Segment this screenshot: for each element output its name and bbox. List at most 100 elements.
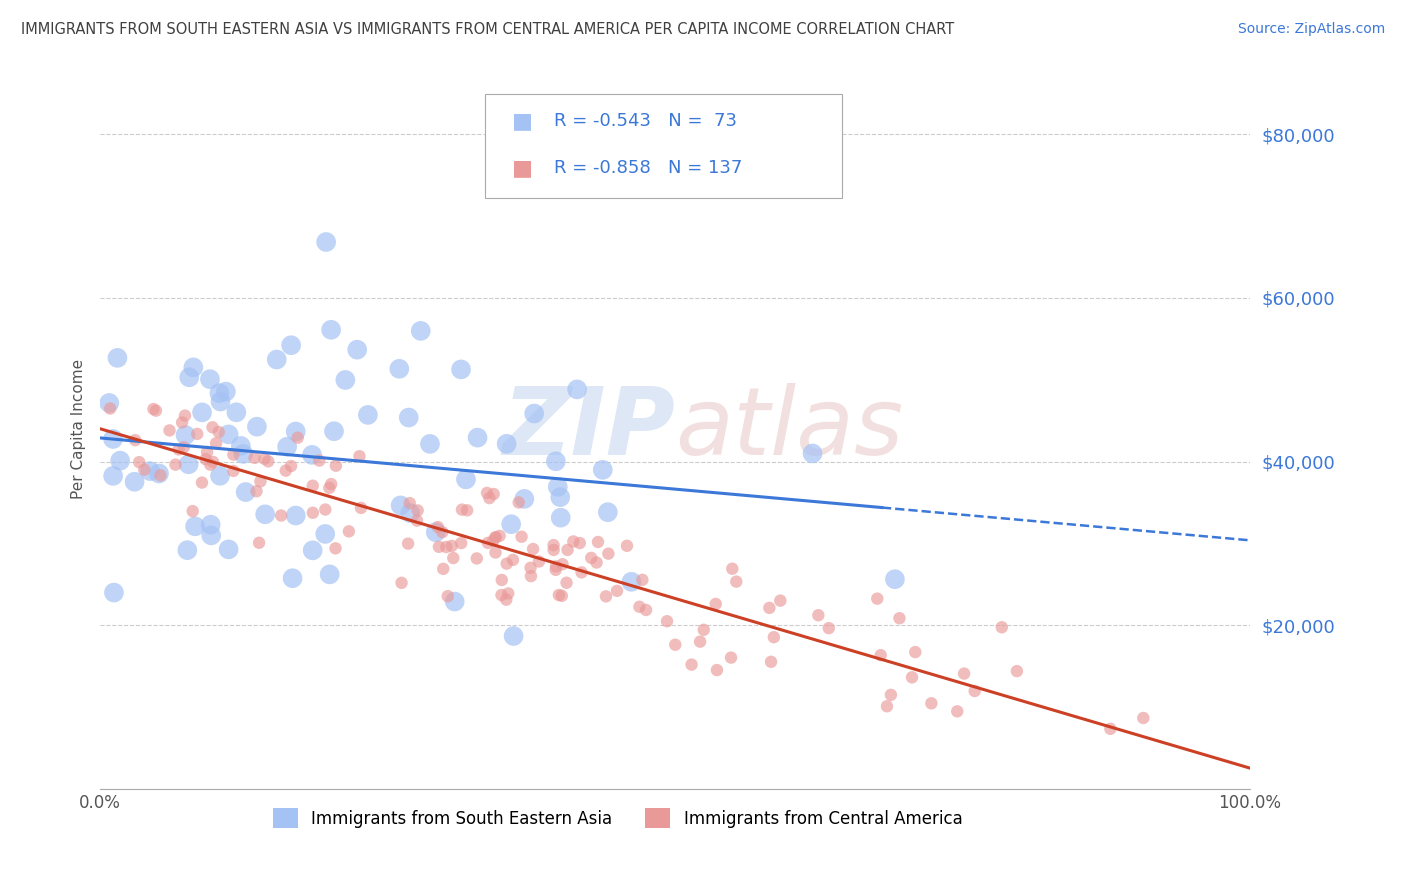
Point bbox=[195, 445, 218, 459]
Point bbox=[284, 508, 307, 523]
Point bbox=[1005, 664, 1028, 678]
Text: Source: ZipAtlas.com: Source: ZipAtlas.com bbox=[1237, 22, 1385, 37]
Point bbox=[274, 464, 297, 478]
Point bbox=[276, 440, 298, 454]
Point bbox=[598, 547, 620, 561]
Point bbox=[425, 525, 447, 540]
Point bbox=[502, 629, 524, 643]
Point bbox=[721, 562, 744, 576]
Text: R = -0.858   N = 137: R = -0.858 N = 137 bbox=[554, 159, 742, 177]
Point bbox=[884, 572, 907, 586]
Point bbox=[419, 437, 441, 451]
Point bbox=[551, 589, 574, 603]
Point bbox=[200, 458, 222, 472]
Point bbox=[101, 432, 124, 446]
Point bbox=[98, 396, 121, 410]
Point bbox=[319, 323, 342, 337]
Point bbox=[440, 539, 463, 553]
Point bbox=[801, 446, 824, 460]
Point bbox=[174, 409, 197, 423]
Point bbox=[1099, 722, 1122, 736]
Point bbox=[308, 453, 330, 467]
Point bbox=[510, 530, 533, 544]
Point bbox=[513, 491, 536, 506]
Point bbox=[655, 614, 678, 628]
Point bbox=[388, 361, 411, 376]
Point bbox=[681, 657, 703, 672]
Point bbox=[246, 419, 269, 434]
Point bbox=[1132, 711, 1154, 725]
Point bbox=[758, 600, 780, 615]
Point bbox=[478, 491, 501, 505]
Point bbox=[325, 458, 347, 473]
Point bbox=[946, 704, 969, 718]
Point bbox=[200, 517, 222, 532]
Point bbox=[869, 648, 891, 662]
Point bbox=[592, 463, 614, 477]
Point bbox=[396, 536, 419, 550]
Point bbox=[172, 416, 194, 430]
Point bbox=[456, 503, 478, 517]
Point bbox=[235, 485, 257, 500]
Point bbox=[406, 503, 429, 517]
Point bbox=[101, 469, 124, 483]
Point bbox=[963, 684, 986, 698]
Point bbox=[508, 495, 530, 509]
Point bbox=[315, 235, 337, 249]
Point bbox=[579, 550, 602, 565]
Point bbox=[176, 543, 198, 558]
Point bbox=[451, 502, 474, 516]
Point bbox=[441, 551, 464, 566]
Point bbox=[817, 621, 839, 635]
Point bbox=[301, 543, 323, 558]
Point bbox=[201, 420, 224, 434]
Point bbox=[225, 405, 247, 419]
Point bbox=[232, 447, 254, 461]
Point bbox=[547, 480, 569, 494]
Point bbox=[432, 562, 454, 576]
Point bbox=[543, 543, 565, 558]
Point bbox=[426, 520, 449, 534]
Point bbox=[186, 426, 208, 441]
Point bbox=[495, 557, 517, 571]
Point bbox=[880, 688, 903, 702]
Point bbox=[266, 352, 288, 367]
Point bbox=[134, 463, 156, 477]
Point bbox=[904, 645, 927, 659]
Point bbox=[720, 650, 742, 665]
Point bbox=[484, 531, 506, 545]
Point bbox=[245, 484, 267, 499]
Point bbox=[477, 536, 499, 550]
Point bbox=[454, 472, 477, 486]
Point bbox=[321, 477, 343, 491]
Point bbox=[205, 436, 228, 450]
Point bbox=[398, 410, 420, 425]
Point bbox=[249, 475, 271, 489]
Point bbox=[243, 450, 266, 465]
Point bbox=[502, 553, 524, 567]
Point bbox=[145, 403, 167, 417]
Point bbox=[585, 556, 607, 570]
Text: ■: ■ bbox=[512, 112, 533, 131]
Point bbox=[689, 634, 711, 648]
Point bbox=[139, 464, 162, 478]
Point bbox=[165, 458, 187, 472]
Point bbox=[314, 502, 336, 516]
Point bbox=[107, 351, 129, 365]
Point bbox=[450, 362, 472, 376]
Point bbox=[616, 539, 638, 553]
Point bbox=[595, 590, 617, 604]
Point bbox=[208, 468, 231, 483]
Point bbox=[664, 638, 686, 652]
Point bbox=[159, 424, 181, 438]
Point bbox=[628, 599, 651, 614]
Point bbox=[301, 448, 323, 462]
Point bbox=[183, 360, 205, 375]
Point bbox=[398, 496, 420, 510]
Point bbox=[200, 528, 222, 542]
Point bbox=[149, 468, 172, 483]
Point bbox=[548, 490, 571, 504]
Point bbox=[301, 479, 323, 493]
Point bbox=[432, 525, 454, 540]
Point bbox=[323, 424, 346, 438]
